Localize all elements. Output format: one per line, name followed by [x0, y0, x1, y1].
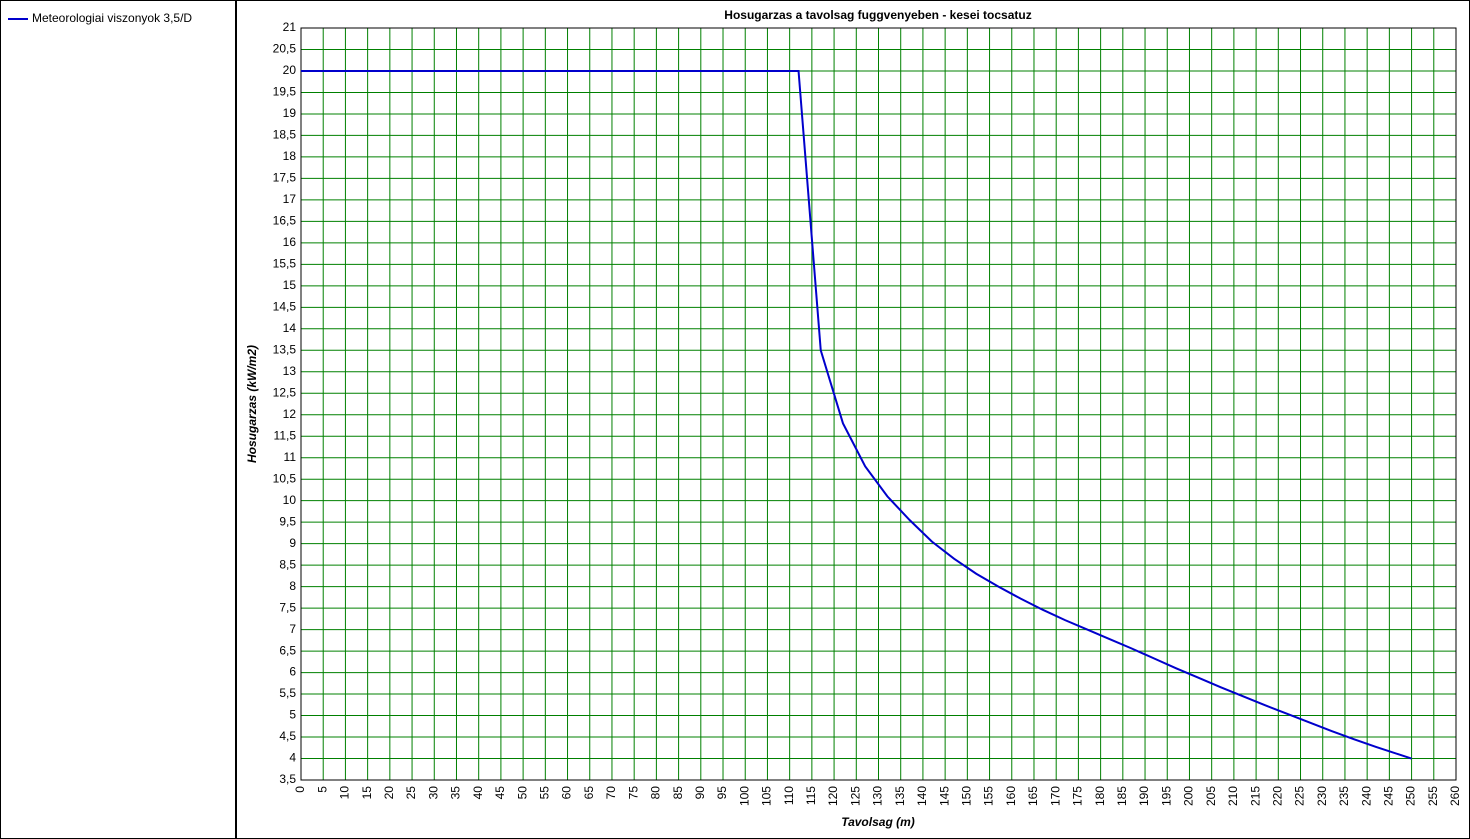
- x-tick-label: 115: [804, 786, 818, 805]
- x-tick-label: 195: [1159, 786, 1173, 806]
- x-tick-label: 160: [1004, 786, 1018, 806]
- x-tick-label: 40: [471, 786, 485, 800]
- y-tick-label: 5,5: [279, 686, 296, 700]
- y-tick-label: 20: [283, 63, 297, 77]
- y-tick-label: 12,5: [273, 385, 297, 399]
- y-tick-label: 20,5: [273, 42, 297, 56]
- y-tick-label: 6,5: [279, 643, 296, 657]
- x-tick-label: 215: [1248, 786, 1262, 806]
- x-tick-label: 100: [737, 786, 751, 806]
- x-tick-label: 140: [915, 786, 929, 806]
- x-tick-label: 15: [360, 786, 374, 800]
- x-tick-label: 255: [1426, 786, 1440, 806]
- x-tick-label: 50: [515, 786, 529, 800]
- x-tick-label: 130: [871, 786, 885, 806]
- x-tick-label: 75: [626, 786, 640, 800]
- y-tick-label: 8,5: [279, 557, 296, 571]
- y-tick-label: 10: [283, 493, 297, 507]
- x-tick-label: 205: [1204, 786, 1218, 806]
- y-tick-label: 3,5: [279, 772, 296, 786]
- x-tick-label: 20: [382, 786, 396, 800]
- y-tick-label: 18,5: [273, 128, 297, 142]
- x-tick-label: 10: [338, 786, 352, 800]
- y-tick-label: 18: [283, 149, 297, 163]
- legend-label: Meteorologiai viszonyok 3,5/D: [32, 11, 192, 25]
- x-tick-label: 250: [1404, 786, 1418, 806]
- y-tick-label: 19,5: [273, 85, 297, 99]
- x-tick-label: 165: [1026, 786, 1040, 806]
- x-tick-label: 155: [982, 786, 996, 806]
- y-tick-label: 12: [283, 407, 297, 421]
- y-tick-label: 11: [284, 450, 297, 464]
- y-tick-label: 15,5: [273, 257, 297, 271]
- x-tick-label: 135: [893, 786, 907, 806]
- x-tick-label: 235: [1337, 786, 1351, 806]
- y-tick-label: 11,5: [274, 428, 297, 442]
- y-tick-label: 7,5: [279, 600, 296, 614]
- x-tick-label: 70: [604, 786, 618, 800]
- y-tick-label: 17: [283, 192, 297, 206]
- y-tick-label: 14: [283, 321, 297, 335]
- x-tick-label: 25: [404, 786, 418, 800]
- x-tick-label: 90: [693, 786, 707, 800]
- chart-title: Hosugarzas a tavolsag fuggvenyeben - kes…: [724, 8, 1031, 22]
- x-tick-label: 65: [582, 786, 596, 800]
- y-tick-label: 5: [289, 708, 296, 722]
- x-tick-label: 55: [537, 786, 551, 800]
- x-tick-label: 145: [937, 786, 951, 806]
- x-tick-label: 95: [715, 786, 729, 800]
- x-axis-label: Tavolsag (m): [841, 815, 915, 829]
- x-tick-label: 190: [1137, 786, 1151, 806]
- data-line: [301, 69, 1412, 760]
- y-tick-label: 16,5: [273, 214, 297, 228]
- x-tick-label: 0: [293, 786, 307, 793]
- y-tick-label: 4: [289, 751, 296, 765]
- x-tick-label: 120: [826, 786, 840, 806]
- x-tick-label: 85: [671, 786, 685, 800]
- y-tick-label: 13,5: [273, 342, 297, 356]
- x-tick-label: 5: [315, 786, 329, 793]
- x-tick-label: 150: [960, 786, 974, 806]
- y-tick-label: 9: [289, 536, 296, 550]
- x-tick-label: 45: [493, 786, 507, 800]
- x-tick-label: 125: [848, 786, 862, 806]
- y-tick-label: 10,5: [273, 471, 297, 485]
- y-tick-label: 8: [289, 579, 296, 593]
- x-tick-label: 220: [1270, 786, 1284, 806]
- x-tick-label: 105: [760, 786, 774, 806]
- x-tick-label: 35: [449, 786, 463, 800]
- y-tick-label: 15: [283, 278, 297, 292]
- x-tick-label: 240: [1359, 786, 1373, 806]
- x-tick-label: 200: [1182, 786, 1196, 806]
- x-tick-label: 170: [1048, 786, 1062, 806]
- y-axis-label: Hosugarzas (kW/m2): [245, 345, 259, 463]
- y-tick-label: 19: [283, 106, 297, 120]
- y-tick-label: 4,5: [279, 729, 296, 743]
- y-tick-label: 17,5: [273, 171, 297, 185]
- y-tick-label: 9,5: [279, 514, 296, 528]
- x-tick-label: 175: [1071, 786, 1085, 806]
- x-tick-label: 245: [1382, 786, 1396, 806]
- x-tick-label: 260: [1448, 786, 1462, 806]
- x-tick-label: 180: [1093, 786, 1107, 806]
- y-tick-label: 7: [289, 622, 296, 636]
- y-tick-label: 21: [283, 20, 297, 34]
- x-tick-label: 230: [1315, 786, 1329, 806]
- x-tick-label: 210: [1226, 786, 1240, 806]
- y-tick-label: 13: [283, 364, 297, 378]
- x-tick-label: 185: [1115, 786, 1129, 806]
- x-tick-label: 225: [1293, 786, 1307, 806]
- plot-border: [300, 27, 1457, 781]
- y-tick-label: 16: [283, 235, 297, 249]
- x-tick-label: 110: [782, 786, 796, 805]
- y-tick-label: 6: [289, 665, 296, 679]
- x-tick-label: 60: [560, 786, 574, 800]
- y-tick-label: 14,5: [273, 299, 297, 313]
- x-tick-label: 30: [426, 786, 440, 800]
- x-tick-label: 80: [649, 786, 663, 800]
